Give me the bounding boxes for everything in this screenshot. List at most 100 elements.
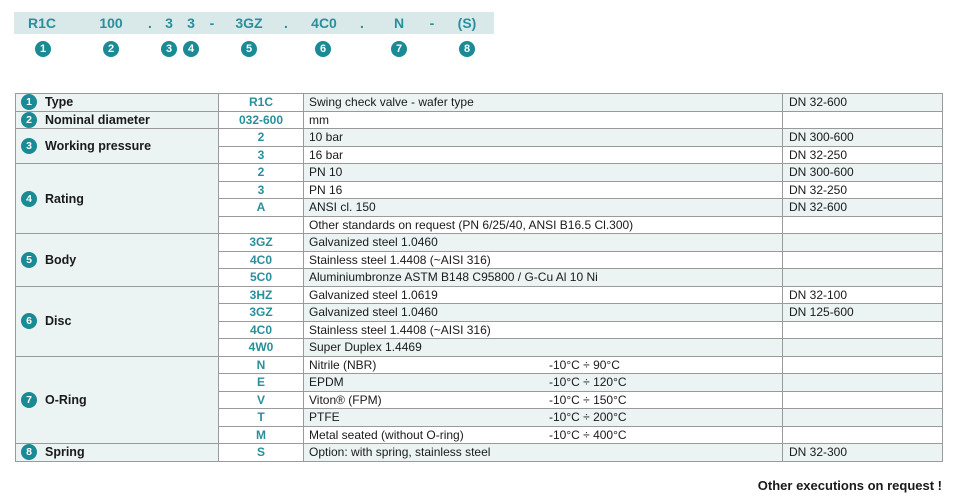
- table-row: 5C0 Aluminiumbronze ASTM B148 C95800 / G…: [16, 268, 943, 287]
- code-cell: N: [218, 355, 304, 374]
- code-cell: S: [218, 443, 304, 462]
- position-number-circle: 3: [161, 41, 177, 57]
- param-cell-working-pressure: 3 Working pressure: [15, 128, 219, 164]
- dn-range-cell: DN 32-600: [782, 93, 943, 112]
- number-circle: 8: [21, 444, 37, 461]
- code-cell: E: [218, 373, 304, 392]
- code-cell: A: [218, 198, 304, 217]
- code-cell: 3: [218, 180, 304, 199]
- description-cell: 16 bar: [303, 145, 783, 164]
- table-row: 3 Working pressure 2 10 bar DN 300-600: [15, 128, 943, 164]
- table-row: V Viton® (FPM) -10°C ÷ 150°C: [16, 390, 943, 409]
- description-cell: mm: [303, 110, 783, 129]
- dn-range-cell: [782, 110, 943, 129]
- code-cell: 4W0: [218, 338, 304, 357]
- table-row: 3GZ Galvanized steel 1.0460 DN 125-600: [16, 303, 943, 322]
- dn-range-cell: [782, 338, 943, 357]
- code-separator-dash: -: [429, 15, 435, 31]
- description-cell: Stainless steel 1.4408 (~AISI 316): [303, 320, 783, 339]
- param-cell-type: 1 Type: [15, 93, 219, 112]
- number-circle: 4: [21, 190, 37, 207]
- code-cell: 2: [218, 163, 304, 182]
- dn-range-cell: DN 32-250: [782, 145, 943, 164]
- description-cell: Super Duplex 1.4469: [303, 338, 783, 357]
- description-cell: Viton® (FPM) -10°C ÷ 150°C: [303, 390, 783, 409]
- description-cell: PN 16: [303, 180, 783, 199]
- code-cell: R1C: [218, 93, 304, 112]
- dn-range-cell: [782, 215, 943, 234]
- table-row: 7 O-Ring N Nitrile (NBR) -10°C ÷ 90°C: [15, 355, 943, 444]
- number-circle: 5: [21, 251, 37, 268]
- dn-range-cell: [782, 268, 943, 287]
- code-spring: (S): [457, 15, 477, 31]
- code-cell: 3GZ: [218, 303, 304, 322]
- table-row: 4 Rating 2 PN 10 DN 300-600: [15, 163, 943, 234]
- position-number-circle: 5: [241, 41, 257, 57]
- code-cell: M: [218, 425, 304, 444]
- position-number-circle: 2: [103, 41, 119, 57]
- table-row: 1 Type R1C Swing check valve - wafer type…: [15, 93, 943, 112]
- description-cell: Option: with spring, stainless steel: [303, 443, 783, 462]
- param-cell-rating: 4 Rating: [15, 163, 219, 234]
- code-cell: 032-600: [218, 110, 304, 129]
- description-cell: Galvanized steel 1.0619: [303, 285, 783, 304]
- table-row: 3 PN 16 DN 32-250: [16, 180, 943, 199]
- table-row: 4W0 Super Duplex 1.4469: [16, 338, 943, 357]
- code-cell: T: [218, 408, 304, 427]
- footer-note: Other executions on request !: [757, 478, 942, 493]
- table-row: M Metal seated (without O-ring) -10°C ÷ 4…: [16, 425, 943, 444]
- code-cell: 3HZ: [218, 285, 304, 304]
- dn-range-cell: DN 300-600: [782, 128, 943, 147]
- code-cell: 4C0: [218, 250, 304, 269]
- param-cell-disc: 6 Disc: [15, 285, 219, 357]
- code-rating: 3: [187, 15, 195, 31]
- order-code-bar: [14, 12, 494, 34]
- dn-range-cell: [782, 390, 943, 409]
- dn-range-cell: [782, 250, 943, 269]
- code-cell: 2: [218, 128, 304, 147]
- material-name: Nitrile (NBR): [309, 357, 377, 372]
- dn-range-cell: DN 32-100: [782, 285, 943, 304]
- position-number-circle: 4: [183, 41, 199, 57]
- table-row: 8 Spring S Option: with spring, stainless…: [15, 443, 943, 462]
- param-label: O-Ring: [45, 392, 87, 407]
- table-row: 5 Body 3GZ Galvanized steel 1.0460: [15, 233, 943, 287]
- description-cell: ANSI cl. 150: [303, 198, 783, 217]
- description-cell: Other standards on request (PN 6/25/40, …: [303, 215, 783, 234]
- table-row: 3 16 bar DN 32-250: [16, 145, 943, 164]
- code-cell: 3: [218, 145, 304, 164]
- dn-range-cell: [782, 355, 943, 374]
- param-label: Spring: [45, 445, 85, 460]
- description-cell: PTFE -10°C ÷ 200°C: [303, 408, 783, 427]
- description-cell: Galvanized steel 1.0460: [303, 233, 783, 252]
- dn-range-cell: DN 32-300: [782, 443, 943, 462]
- material-name: Metal seated (without O-ring): [309, 427, 464, 442]
- position-number-circle: 7: [391, 41, 407, 57]
- code-separator-dot: .: [148, 15, 152, 31]
- temperature-range: -10°C ÷ 150°C: [549, 392, 627, 407]
- dn-range-cell: DN 32-600: [782, 198, 943, 217]
- number-circle: 1: [21, 94, 37, 111]
- description-cell: Metal seated (without O-ring) -10°C ÷ 400…: [303, 425, 783, 444]
- dn-range-cell: [782, 233, 943, 252]
- number-circle: 6: [21, 313, 37, 329]
- description-cell: Stainless steel 1.4408 (~AISI 316): [303, 250, 783, 269]
- code-cell: 3GZ: [218, 233, 304, 252]
- description-cell: Galvanized steel 1.0460: [303, 303, 783, 322]
- code-cell: 5C0: [218, 268, 304, 287]
- param-cell-nominal-diameter: 2 Nominal diameter: [15, 110, 219, 129]
- code-separator-dash: -: [209, 15, 215, 31]
- param-label: Disc: [45, 314, 72, 328]
- temperature-range: -10°C ÷ 400°C: [549, 427, 627, 442]
- code-separator-dot: .: [284, 15, 288, 31]
- dn-range-cell: DN 125-600: [782, 303, 943, 322]
- description-cell: 10 bar: [303, 128, 783, 147]
- code-cell: V: [218, 390, 304, 409]
- param-cell-spring: 8 Spring: [15, 443, 219, 462]
- param-label: Rating: [45, 191, 84, 206]
- param-label: Type: [45, 95, 74, 110]
- table-row: E EPDM -10°C ÷ 120°C: [16, 373, 943, 392]
- table-row: 4C0 Stainless steel 1.4408 (~AISI 316): [16, 320, 943, 339]
- material-name: EPDM: [309, 375, 344, 390]
- code-cell: [218, 215, 304, 234]
